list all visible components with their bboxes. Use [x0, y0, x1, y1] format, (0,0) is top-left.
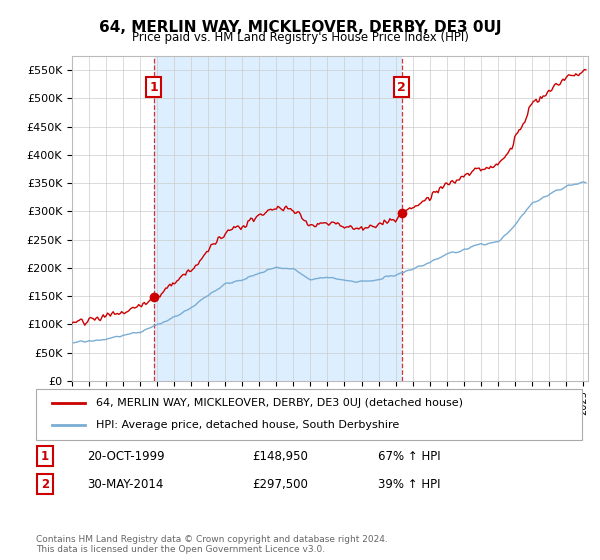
Bar	[154, 56, 402, 381]
Text: Contains HM Land Registry data © Crown copyright and database right 2024.
This d: Contains HM Land Registry data © Crown c…	[36, 535, 388, 554]
Text: 2: 2	[41, 478, 49, 491]
Text: £148,950: £148,950	[252, 450, 308, 463]
Text: 64, MERLIN WAY, MICKLEOVER, DERBY, DE3 0UJ: 64, MERLIN WAY, MICKLEOVER, DERBY, DE3 0…	[99, 20, 501, 35]
Text: Price paid vs. HM Land Registry's House Price Index (HPI): Price paid vs. HM Land Registry's House …	[131, 31, 469, 44]
Text: 1: 1	[149, 81, 158, 94]
Text: 67% ↑ HPI: 67% ↑ HPI	[378, 450, 440, 463]
Text: 20-OCT-1999: 20-OCT-1999	[87, 450, 164, 463]
Text: HPI: Average price, detached house, South Derbyshire: HPI: Average price, detached house, Sout…	[96, 421, 400, 431]
Text: 30-MAY-2014: 30-MAY-2014	[87, 478, 163, 491]
Text: 64, MERLIN WAY, MICKLEOVER, DERBY, DE3 0UJ (detached house): 64, MERLIN WAY, MICKLEOVER, DERBY, DE3 0…	[96, 398, 463, 408]
Text: £297,500: £297,500	[252, 478, 308, 491]
Text: 1: 1	[41, 450, 49, 463]
Text: 2: 2	[397, 81, 406, 94]
Text: 39% ↑ HPI: 39% ↑ HPI	[378, 478, 440, 491]
